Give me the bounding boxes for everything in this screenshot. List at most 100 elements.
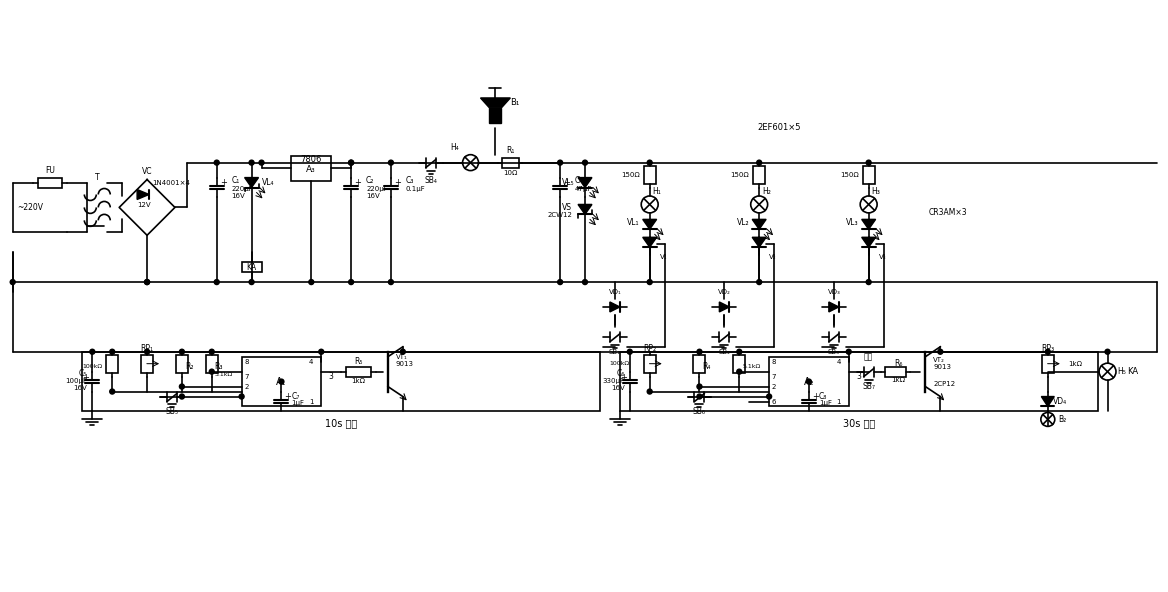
Polygon shape: [578, 204, 592, 214]
Circle shape: [214, 160, 220, 165]
Circle shape: [697, 384, 702, 389]
Circle shape: [938, 349, 943, 354]
Text: R₅: R₅: [354, 357, 363, 366]
Circle shape: [259, 160, 264, 165]
Text: +: +: [354, 178, 361, 187]
Text: KA: KA: [246, 263, 257, 272]
Circle shape: [583, 279, 588, 285]
Circle shape: [757, 160, 762, 165]
Circle shape: [1105, 349, 1110, 354]
Circle shape: [249, 160, 255, 165]
Text: +: +: [812, 392, 819, 401]
Circle shape: [647, 389, 652, 394]
Text: 220μF: 220μF: [366, 185, 388, 191]
Text: 1: 1: [310, 398, 313, 404]
Text: C₇: C₇: [291, 392, 300, 401]
Bar: [206, 355, 217, 373]
Bar: [1042, 355, 1054, 373]
Text: SB₂: SB₂: [718, 349, 730, 355]
Text: SB₆: SB₆: [693, 407, 705, 416]
Text: 330μF: 330μF: [603, 378, 625, 384]
Polygon shape: [480, 108, 510, 123]
Text: SB₇: SB₇: [862, 382, 875, 391]
Bar: [242, 357, 321, 407]
Text: 47μF: 47μF: [575, 185, 592, 191]
Circle shape: [647, 279, 652, 285]
Text: C₆: C₆: [617, 369, 625, 378]
Polygon shape: [1042, 397, 1055, 407]
Text: 4: 4: [836, 359, 841, 365]
Text: +: +: [220, 178, 227, 187]
Circle shape: [145, 279, 150, 285]
Circle shape: [1045, 349, 1050, 354]
Circle shape: [145, 279, 150, 285]
Text: R₄: R₄: [702, 362, 711, 371]
Text: C₁: C₁: [231, 176, 239, 185]
Text: 30s 延时: 30s 延时: [842, 419, 875, 429]
Text: RP₃: RP₃: [1041, 345, 1055, 353]
Polygon shape: [610, 302, 620, 312]
Circle shape: [90, 349, 95, 354]
Text: +: +: [620, 373, 627, 382]
Circle shape: [348, 160, 354, 165]
Text: 100kΩ: 100kΩ: [610, 361, 630, 366]
Text: R₂: R₂: [185, 362, 194, 371]
Text: FU: FU: [46, 166, 55, 175]
Text: R₁: R₁: [506, 146, 515, 155]
Text: V₁: V₁: [660, 254, 667, 260]
Circle shape: [847, 349, 851, 354]
Circle shape: [180, 384, 185, 389]
Polygon shape: [829, 302, 839, 312]
Text: C₄: C₄: [575, 176, 583, 185]
Text: 2: 2: [244, 384, 249, 390]
Bar: [885, 366, 906, 377]
Circle shape: [867, 279, 871, 285]
Bar: [863, 166, 875, 184]
Text: 2CP12: 2CP12: [933, 381, 955, 387]
Circle shape: [209, 349, 214, 354]
Circle shape: [180, 349, 185, 354]
Circle shape: [557, 279, 563, 285]
Text: R₃: R₃: [215, 362, 223, 371]
Text: V₂: V₂: [769, 254, 777, 260]
Polygon shape: [137, 189, 150, 200]
Text: 2EF601×5: 2EF601×5: [757, 123, 801, 132]
Text: 220μF: 220μF: [231, 185, 253, 191]
Text: 6: 6: [772, 398, 777, 404]
Bar: [644, 355, 655, 373]
Text: A₃: A₃: [306, 165, 317, 174]
Bar: [347, 366, 370, 377]
Text: 12V: 12V: [138, 202, 151, 208]
Circle shape: [209, 369, 214, 374]
Text: SB₁: SB₁: [609, 349, 621, 355]
Circle shape: [319, 349, 324, 354]
Text: V₃: V₃: [878, 254, 887, 260]
Text: VC: VC: [141, 167, 152, 176]
Text: 1: 1: [836, 398, 841, 404]
Circle shape: [627, 349, 632, 354]
Text: VD₄: VD₄: [1052, 397, 1066, 406]
Text: VL₃: VL₃: [846, 218, 858, 227]
Text: VL₁: VL₁: [627, 218, 640, 227]
Circle shape: [806, 379, 812, 384]
Bar: [176, 355, 188, 373]
Text: B₂: B₂: [1058, 415, 1066, 424]
Text: B₁: B₁: [510, 98, 520, 107]
Circle shape: [348, 279, 354, 285]
Circle shape: [214, 279, 220, 285]
Text: 8: 8: [244, 359, 249, 365]
Bar: [502, 157, 519, 168]
Circle shape: [145, 349, 150, 354]
Polygon shape: [480, 98, 510, 108]
Text: VL₄: VL₄: [262, 178, 274, 187]
Bar: [769, 357, 849, 407]
Circle shape: [249, 279, 255, 285]
Circle shape: [697, 394, 702, 399]
Circle shape: [647, 160, 652, 165]
Text: VS: VS: [562, 203, 572, 212]
Circle shape: [557, 160, 563, 165]
Text: 16V: 16V: [74, 385, 88, 391]
Text: 复位: 复位: [864, 352, 874, 361]
Bar: [37, 178, 62, 188]
Text: C₅: C₅: [79, 369, 88, 378]
